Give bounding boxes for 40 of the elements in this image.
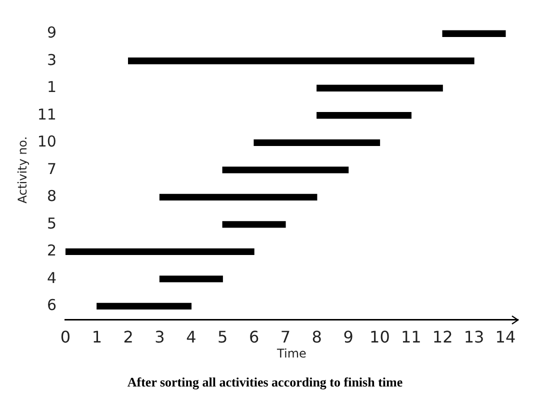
y-tick-label: 11 xyxy=(37,105,56,124)
bar xyxy=(442,30,506,37)
x-axis-title: Time xyxy=(276,346,306,360)
y-tick-label: 3 xyxy=(46,50,56,69)
bar xyxy=(254,139,380,146)
y-tick-label: 10 xyxy=(37,132,56,151)
y-tick-label: 1 xyxy=(46,78,56,96)
x-tick-label: 10 xyxy=(370,328,390,347)
y-tick-label: 4 xyxy=(46,268,56,287)
x-tick-label: 1 xyxy=(92,328,102,347)
x-tick-label: 13 xyxy=(464,328,484,347)
x-tick-label: 14 xyxy=(495,328,516,347)
x-tick-label: 8 xyxy=(312,328,322,347)
bar xyxy=(159,276,223,282)
x-tick-label: 6 xyxy=(248,328,260,347)
bar xyxy=(316,112,412,119)
bar xyxy=(96,302,192,310)
x-tick-label: 9 xyxy=(343,328,354,347)
text: After sorting all activities according to finish time xyxy=(127,374,403,390)
x-tick-label: 0 xyxy=(60,328,71,347)
y-tick-label: 6 xyxy=(46,296,56,314)
x-tick-label: 12 xyxy=(432,328,453,347)
y-tick-label: 7 xyxy=(46,160,56,178)
bar xyxy=(222,166,349,174)
x-tick-label: 11 xyxy=(400,328,422,347)
y-tick-label: 9 xyxy=(46,24,56,42)
bar xyxy=(222,221,286,228)
x-tick-label: 2 xyxy=(123,328,134,347)
bar xyxy=(316,84,443,92)
x-tick-label: 4 xyxy=(186,328,196,347)
bar xyxy=(65,248,254,255)
x-tick-label: 5 xyxy=(218,328,228,347)
x-tick-label: 3 xyxy=(154,328,165,347)
x-tick-label: 7 xyxy=(280,328,291,347)
y-tick-label: 5 xyxy=(46,214,56,232)
y-tick-label: 2 xyxy=(46,242,56,260)
bar xyxy=(128,58,474,64)
bar xyxy=(159,194,318,200)
y-axis-title: Activity no. xyxy=(15,136,30,204)
y-tick-label: 8 xyxy=(46,187,56,206)
